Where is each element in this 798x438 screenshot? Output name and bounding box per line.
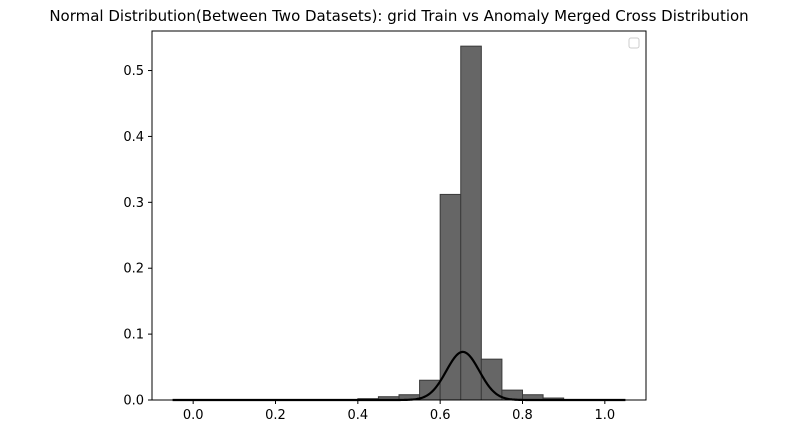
x-tick-label: 0.0 [183, 408, 204, 423]
x-tick-label: 0.6 [430, 408, 451, 423]
y-tick-label: 0.4 [123, 130, 144, 145]
y-tick-label: 0.0 [123, 394, 144, 409]
x-tick-label: 0.2 [265, 408, 286, 423]
histogram-bar [439, 193, 462, 401]
y-tick-label: 0.2 [123, 262, 144, 277]
x-tick-label: 1.0 [594, 408, 615, 423]
y-axis-ticks: 0.0 0.1 0.2 0.3 0.4 0.5 [123, 64, 152, 409]
chart-title: Normal Distribution(Between Two Datasets… [49, 7, 749, 25]
x-tick-label: 0.4 [347, 408, 368, 423]
legend-box [628, 37, 640, 49]
histogram-bars [357, 45, 565, 401]
x-axis-ticks: 0.0 0.2 0.4 0.6 0.8 1.0 [183, 400, 615, 423]
y-tick-label: 0.5 [123, 64, 144, 79]
histogram-bar [460, 45, 482, 401]
axes-frame [151, 30, 647, 401]
y-tick-label: 0.1 [123, 328, 144, 343]
x-tick-label: 0.8 [512, 408, 533, 423]
normal-curve [172, 350, 626, 402]
y-tick-label: 0.3 [123, 196, 144, 211]
